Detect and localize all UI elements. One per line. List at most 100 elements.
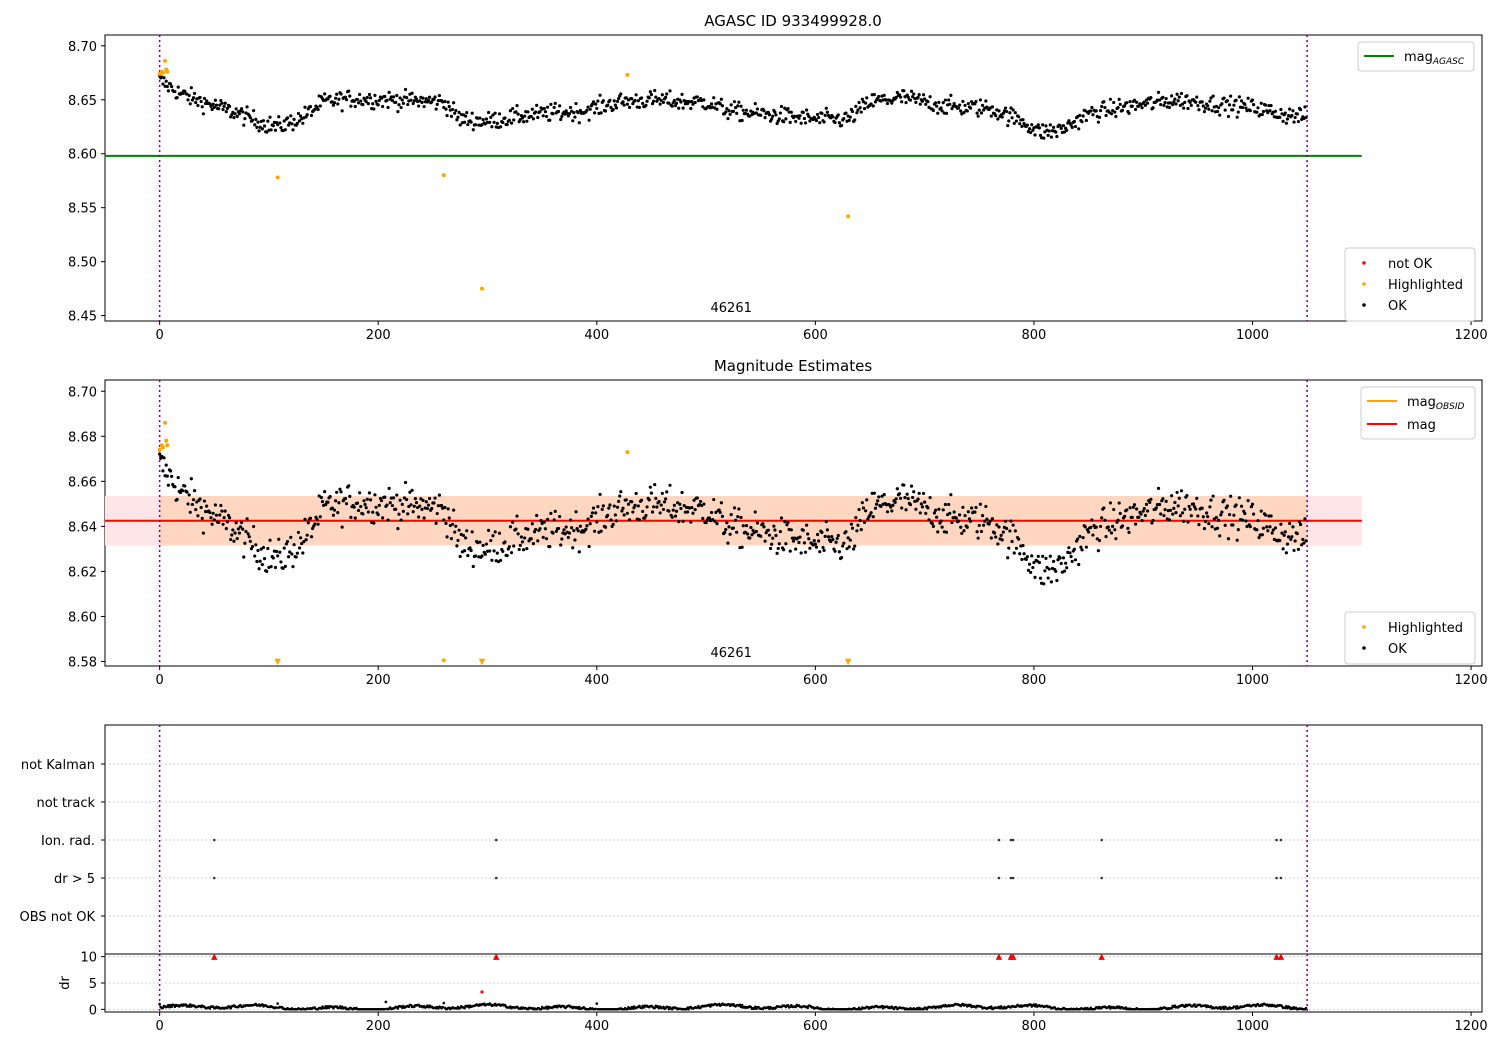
ok-point <box>503 540 507 544</box>
ok-point <box>427 95 432 99</box>
ok-point <box>241 527 245 531</box>
ok-point <box>660 93 664 97</box>
ok-point <box>927 518 931 522</box>
ok-point <box>668 89 672 93</box>
dr-point <box>666 1005 670 1009</box>
ok-point <box>347 484 351 488</box>
ok-point <box>470 111 474 115</box>
ok-point <box>380 104 385 109</box>
ok-point <box>250 118 255 122</box>
dr-point <box>990 1005 993 1009</box>
ok-point <box>544 537 549 541</box>
ok-point <box>410 91 414 95</box>
ok-point <box>798 535 802 539</box>
ok-point <box>621 100 625 104</box>
ok-point <box>889 505 893 509</box>
ok-point <box>343 496 348 501</box>
ok-point <box>820 530 824 535</box>
ok-point <box>715 107 719 111</box>
ok-point <box>1297 520 1302 524</box>
ok-point <box>1042 582 1046 586</box>
ok-point <box>328 494 332 499</box>
ok-point <box>865 96 869 100</box>
ok-point <box>294 555 298 559</box>
ok-point <box>900 506 904 510</box>
ok-point <box>229 537 233 542</box>
ok-point <box>535 513 539 518</box>
ok-point <box>766 528 770 532</box>
ok-point <box>1211 494 1215 498</box>
ok-point <box>265 569 269 573</box>
ok-point <box>1072 119 1076 124</box>
ok-point <box>257 129 261 133</box>
ok-point <box>240 107 244 111</box>
ok-point <box>353 104 357 109</box>
ok-point <box>1219 513 1223 517</box>
flag-point <box>212 838 216 842</box>
ok-point <box>188 510 192 514</box>
ok-point <box>456 538 460 543</box>
ok-point <box>818 550 822 554</box>
ok-point <box>490 558 494 562</box>
ok-point <box>612 99 616 103</box>
ok-point <box>1264 513 1268 517</box>
ok-point <box>1206 515 1210 519</box>
ok-point <box>480 554 484 558</box>
category-label: not Kalman <box>21 758 95 773</box>
ok-point <box>1008 529 1012 533</box>
ok-point <box>553 101 557 105</box>
ok-point <box>478 540 482 544</box>
ok-point <box>944 111 949 115</box>
ok-point <box>175 96 179 100</box>
ok-point <box>347 89 351 93</box>
ok-point <box>276 123 280 127</box>
ok-point <box>414 501 419 505</box>
ok-point <box>546 105 550 109</box>
ok-point <box>1125 101 1129 105</box>
ok-point <box>1183 507 1187 511</box>
ok-point <box>209 516 213 520</box>
ok-point <box>944 530 949 534</box>
ok-point <box>771 536 775 540</box>
ok-point <box>1260 533 1264 537</box>
ok-point <box>1295 112 1299 116</box>
ok-point <box>770 542 774 546</box>
ok-point <box>587 118 591 122</box>
ok-point <box>1301 537 1305 542</box>
ok-point <box>235 536 239 541</box>
ok-point <box>1246 96 1250 100</box>
dr-point <box>188 1003 192 1006</box>
dr-point <box>880 1004 884 1008</box>
ok-point <box>963 513 967 518</box>
ok-point <box>1005 526 1009 531</box>
ok-point <box>630 500 634 504</box>
ok-point <box>681 519 685 523</box>
ok-point <box>835 536 839 541</box>
ok-point <box>976 536 980 540</box>
ok-point <box>869 102 873 106</box>
ok-point <box>559 117 563 122</box>
ok-point <box>1067 546 1071 550</box>
ok-point <box>462 120 467 124</box>
ok-point <box>727 525 731 529</box>
ok-point <box>1282 533 1286 537</box>
highlighted-point <box>625 450 630 455</box>
dr-clipped-marker <box>1273 953 1280 960</box>
ok-point <box>194 100 198 105</box>
ok-point <box>741 524 745 528</box>
ok-point <box>1100 516 1104 520</box>
ok-point <box>1010 539 1014 544</box>
ok-point <box>254 117 258 121</box>
flag-point <box>1275 838 1278 842</box>
flag-point <box>1011 838 1015 842</box>
ok-point <box>538 527 542 531</box>
ok-point <box>1229 494 1233 498</box>
ok-point <box>395 493 399 497</box>
ok-point <box>619 92 623 96</box>
ok-point <box>855 111 859 115</box>
ok-point <box>961 99 965 104</box>
ok-point <box>911 95 915 99</box>
ok-point <box>464 536 468 540</box>
ok-point <box>484 117 489 121</box>
ok-point <box>1215 526 1220 530</box>
